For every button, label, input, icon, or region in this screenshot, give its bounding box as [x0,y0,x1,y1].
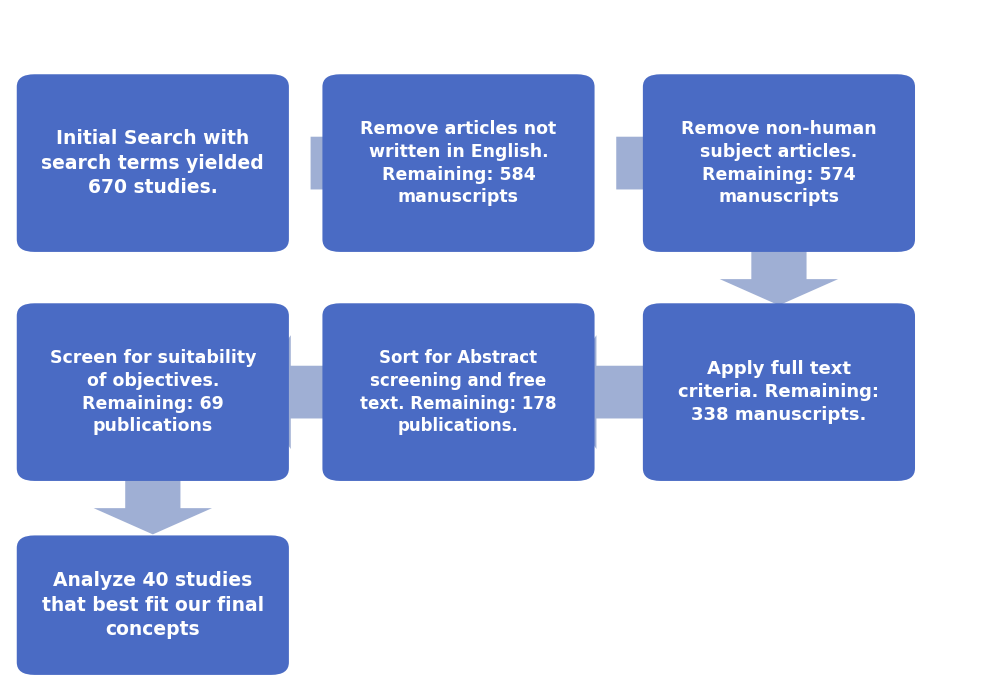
Polygon shape [720,243,838,305]
FancyBboxPatch shape [643,74,915,252]
Text: Sort for Abstract
screening and free
text. Remaining: 178
publications.: Sort for Abstract screening and free tex… [360,349,557,435]
Text: Remove articles not
written in English.
Remaining: 584
manuscripts: Remove articles not written in English. … [360,120,557,206]
Text: Initial Search with
search terms yielded
670 studies.: Initial Search with search terms yielded… [41,129,264,197]
Text: Apply full text
criteria. Remaining:
338 manuscripts.: Apply full text criteria. Remaining: 338… [678,360,880,424]
FancyBboxPatch shape [17,536,289,675]
FancyBboxPatch shape [17,303,289,481]
Polygon shape [557,335,651,449]
FancyBboxPatch shape [322,303,595,481]
FancyBboxPatch shape [322,74,595,252]
Polygon shape [616,106,710,220]
Polygon shape [94,472,212,534]
Polygon shape [251,335,345,449]
FancyBboxPatch shape [643,303,915,481]
FancyBboxPatch shape [17,74,289,252]
Polygon shape [311,106,404,220]
Text: Screen for suitability
of objectives.
Remaining: 69
publications: Screen for suitability of objectives. Re… [49,349,256,435]
Text: Analyze 40 studies
that best fit our final
concepts: Analyze 40 studies that best fit our fin… [41,571,264,639]
Text: Remove non-human
subject articles.
Remaining: 574
manuscripts: Remove non-human subject articles. Remai… [681,120,877,206]
